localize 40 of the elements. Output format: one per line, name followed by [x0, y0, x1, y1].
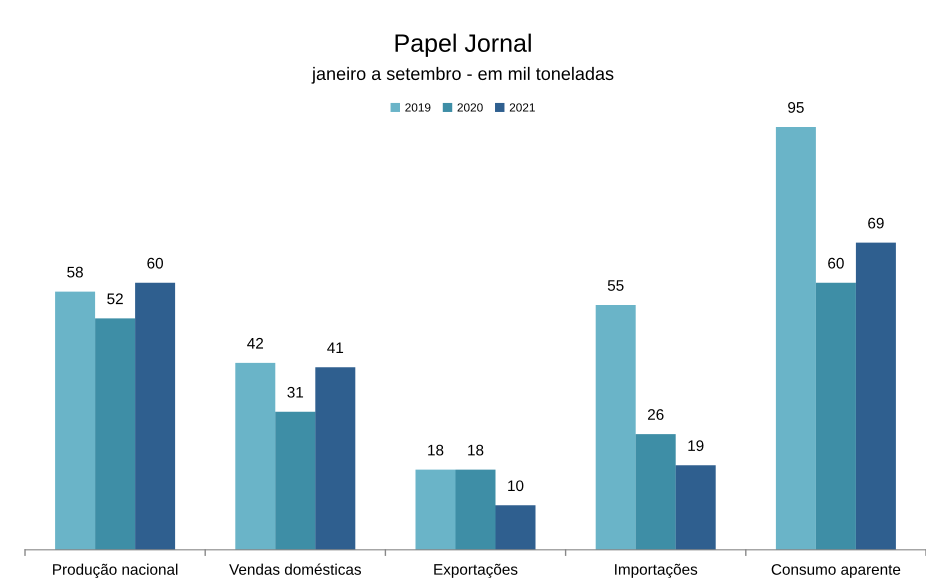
bar	[415, 470, 456, 550]
bar	[776, 126, 816, 550]
bar	[95, 318, 136, 550]
bar	[135, 282, 176, 550]
data-label: 42	[247, 338, 264, 349]
bar	[275, 412, 316, 550]
data-label: 69	[868, 218, 884, 229]
x-tick-label: Vendas domésticas	[229, 563, 361, 575]
bar	[676, 465, 716, 550]
data-label: 52	[107, 293, 123, 304]
data-label: 60	[828, 258, 844, 269]
x-tick-label: Produção nacional	[53, 564, 178, 578]
data-label: 41	[327, 342, 344, 354]
chart-subtitle: janeiro a setembro - em mil toneladas	[312, 66, 614, 84]
bar	[456, 470, 496, 550]
data-label: 31	[287, 386, 304, 398]
data-label: 18	[468, 444, 484, 456]
bar	[636, 434, 676, 550]
bar	[816, 282, 856, 550]
bar	[235, 362, 276, 550]
legend-label: 2021	[510, 103, 535, 112]
data-label: 55	[608, 280, 624, 291]
bar	[55, 292, 96, 550]
data-label: 10	[508, 480, 524, 492]
legend-label: 2019	[405, 103, 430, 112]
legend-label: 2020	[458, 103, 483, 112]
data-label: 60	[147, 258, 164, 269]
data-label: 26	[648, 409, 664, 420]
data-label: 58	[67, 266, 83, 278]
data-label: 18	[428, 444, 444, 456]
x-tick-label: Consumo aparente	[772, 564, 900, 578]
x-tick-label: Importações	[615, 564, 698, 578]
bar	[496, 505, 536, 550]
data-label: 95	[788, 102, 804, 113]
data-label: 19	[688, 440, 704, 452]
x-tick-label: Exportações	[434, 564, 518, 578]
bar	[596, 304, 636, 550]
bar	[315, 367, 356, 550]
chart-title: Papel Jornal	[396, 34, 531, 57]
bar	[856, 242, 896, 550]
